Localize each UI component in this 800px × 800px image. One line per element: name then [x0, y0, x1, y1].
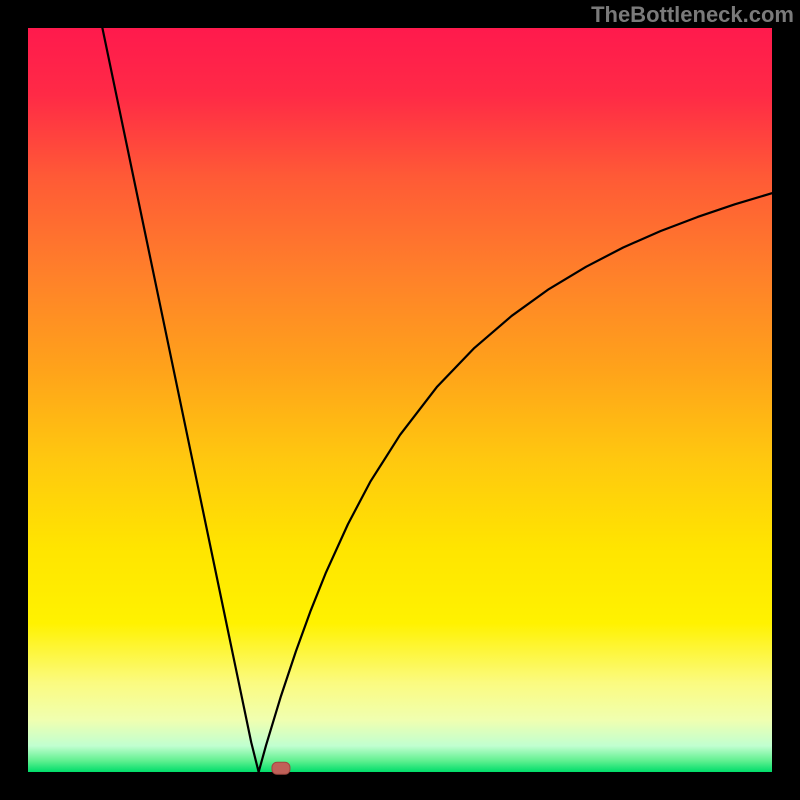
gradient-background	[28, 28, 772, 772]
watermark-text: TheBottleneck.com	[591, 2, 794, 28]
optimum-marker	[272, 762, 290, 774]
bottleneck-chart	[0, 0, 800, 800]
chart-container: TheBottleneck.com	[0, 0, 800, 800]
